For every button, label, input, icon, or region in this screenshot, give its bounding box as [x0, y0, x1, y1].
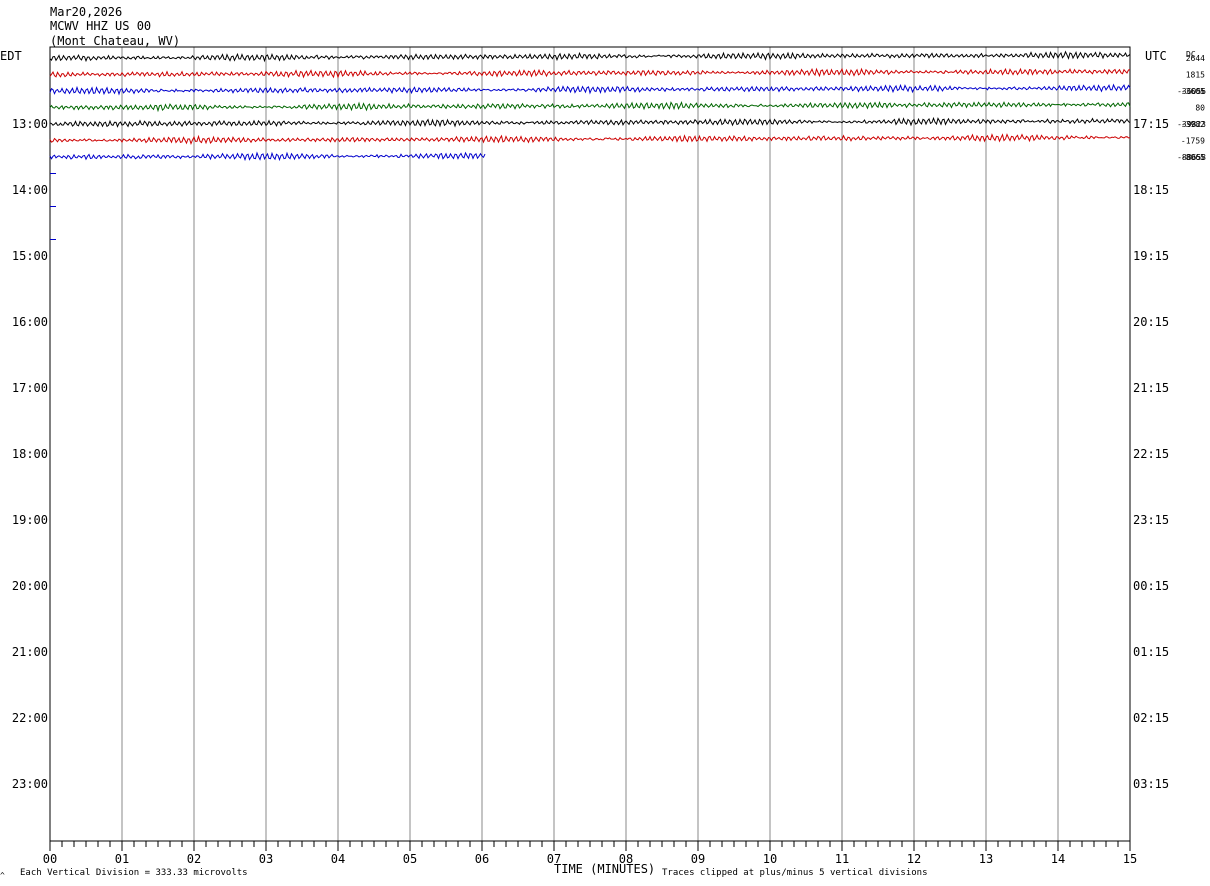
left-hour-label: 16:00: [12, 315, 48, 329]
trace-offset-label: -1759: [1181, 137, 1205, 146]
x-tick-label: 12: [907, 852, 921, 866]
left-hour-label: 13:00: [12, 117, 48, 131]
trace-offset-label: 2644: [1186, 54, 1205, 63]
trace-group: [49, 50, 1131, 162]
left-zone-label: EDT: [0, 49, 22, 63]
x-tick-label: 10: [763, 852, 777, 866]
x-tick-label: 06: [475, 852, 489, 866]
trace-offset-overlay: -36056: [1177, 87, 1206, 96]
right-hour-label: 22:15: [1133, 447, 1169, 461]
right-hour-label: 18:15: [1133, 183, 1169, 197]
trace-offset-label: -8065: [1181, 153, 1205, 162]
left-hour-label: 15:00: [12, 249, 48, 263]
left-hour-label: 17:00: [12, 381, 48, 395]
right-hour-label: 20:15: [1133, 315, 1169, 329]
trace-offset-label: -3605: [1181, 87, 1205, 96]
left-hour-label: 19:00: [12, 513, 48, 527]
grid-lines: [121, 47, 1059, 841]
trace-green-4: [49, 100, 1131, 113]
header-location: (Mont Chateau, WV): [50, 34, 180, 48]
x-tick-label: 03: [259, 852, 273, 866]
plot-frame: [49, 46, 1131, 842]
right-hour-label: 19:15: [1133, 249, 1169, 263]
left-hour-label: 18:00: [12, 447, 48, 461]
header-station: MCWV HHZ US 00: [50, 19, 151, 33]
header-date: Mar20,2026: [50, 5, 122, 19]
x-tick-label: 08: [619, 852, 633, 866]
x-tick-label: 04: [331, 852, 345, 866]
x-tick-label: 15: [1123, 852, 1137, 866]
trace-black-1: [49, 50, 1131, 63]
x-tick-label: 14: [1051, 852, 1065, 866]
x-axis-title: TIME (MINUTES): [554, 862, 655, 876]
right-hour-label: 23:15: [1133, 513, 1169, 527]
x-tick-label: 00: [43, 852, 57, 866]
trace-red-2: [49, 67, 1131, 79]
trace-black-5: [49, 116, 1131, 128]
left-hour-label: 21:00: [12, 645, 48, 659]
right-hour-label: 21:15: [1133, 381, 1169, 395]
clip-note: Traces clipped at plus/minus 5 vertical …: [662, 868, 928, 878]
right-hour-label: 17:15: [1133, 117, 1169, 131]
x-tick-label: 13: [979, 852, 993, 866]
left-hour-labels: 13:00 14:00 15:00 16:00 17:00 18:00 19:00 20:00…: [12, 117, 48, 791]
trace-offset-label: 80: [1195, 104, 1205, 113]
x-tick-label: 01: [115, 852, 129, 866]
right-hour-label: 01:15: [1133, 645, 1169, 659]
x-tick-label: 05: [403, 852, 417, 866]
right-hour-labels: 17:15 18:15 19:15 20:15 21:15 22:15 23:15 00:15…: [1133, 117, 1169, 791]
x-tick-label: 07: [547, 852, 561, 866]
x-tick-label: 02: [187, 852, 201, 866]
dc-label: DC: [1186, 50, 1196, 59]
trace-blue-3: [49, 83, 1131, 96]
marker-group: [50, 173, 56, 240]
trace-offset-overlay: -39823: [1177, 120, 1206, 129]
right-zone-label: UTC: [1145, 49, 1167, 63]
left-hour-label: 22:00: [12, 711, 48, 725]
left-hour-label: 14:00: [12, 183, 48, 197]
right-hour-label: 02:15: [1133, 711, 1169, 725]
right-hour-label: 03:15: [1133, 777, 1169, 791]
scale-note: Each Vertical Division = 333.33 microvol…: [20, 868, 248, 878]
trace-offset-labels: 2644 1815 -3605 80 -3982 -1759 -8065 -36056 -398…: [1177, 54, 1206, 162]
x-axis: 00 01 02 03 04 05 06 07 08 09 10 11 12 13 14 15: [43, 840, 1137, 866]
x-tick-label: 11: [835, 852, 849, 866]
trace-offset-overlay: -88658: [1177, 153, 1206, 162]
x-tick-label: 09: [691, 852, 705, 866]
left-hour-label: 20:00: [12, 579, 48, 593]
trace-red-6: [49, 133, 1131, 146]
corner-mark: ^: [0, 871, 5, 880]
right-hour-label: 00:15: [1133, 579, 1169, 593]
trace-blue-7: [49, 151, 486, 162]
left-hour-label: 23:00: [12, 777, 48, 791]
trace-offset-label: -3982: [1181, 120, 1205, 129]
trace-offset-label: 1815: [1186, 71, 1205, 80]
